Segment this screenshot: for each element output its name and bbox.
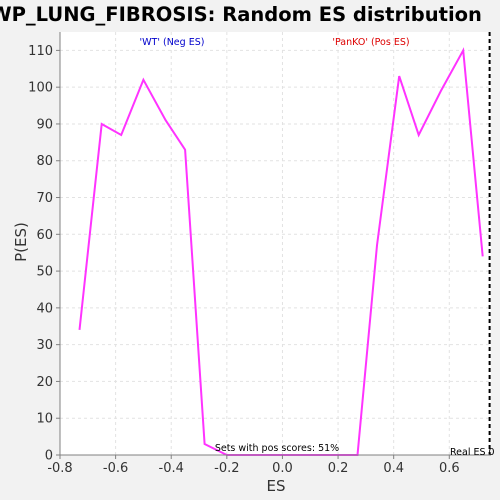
labels-layer: WP_LUNG_FIBROSIS: Random ES distribution… bbox=[0, 3, 495, 495]
y-tick-label: 20 bbox=[36, 375, 53, 390]
plot-area bbox=[60, 32, 491, 455]
y-tick-label: 70 bbox=[36, 191, 53, 206]
y-tick-label: 0 bbox=[45, 449, 53, 464]
y-tick-label: 30 bbox=[36, 338, 53, 353]
y-tick-label: 10 bbox=[36, 412, 53, 427]
y-tick-label: 100 bbox=[28, 81, 53, 96]
y-tick-label: 80 bbox=[36, 154, 53, 169]
x-tick-label: 0.2 bbox=[328, 461, 349, 476]
x-tick-label: -0.8 bbox=[47, 461, 72, 476]
grid bbox=[60, 32, 491, 455]
y-tick-label: 40 bbox=[36, 301, 53, 316]
x-tick-label: -0.2 bbox=[214, 461, 239, 476]
y-tick-label: 60 bbox=[36, 228, 53, 243]
x-tick-label: 0.4 bbox=[383, 461, 404, 476]
y-tick-label: 110 bbox=[28, 44, 53, 59]
y-axis-label: P(ES) bbox=[12, 222, 30, 262]
x-tick-label: -0.4 bbox=[159, 461, 184, 476]
pos-es-label: 'PanKO' (Pos ES) bbox=[332, 37, 409, 48]
neg-es-label: 'WT' (Neg ES) bbox=[140, 37, 205, 48]
chart-title: WP_LUNG_FIBROSIS: Random ES distribution bbox=[0, 3, 482, 26]
x-tick-label: 0.6 bbox=[439, 461, 460, 476]
y-tick-label: 90 bbox=[36, 117, 53, 132]
pos-scores-annotation: Sets with pos scores: 51% bbox=[215, 443, 339, 454]
real-es-label: Real ES 0 bbox=[450, 447, 495, 458]
x-axis-label: ES bbox=[267, 477, 286, 495]
x-tick-label: -0.6 bbox=[103, 461, 128, 476]
axes: -0.8 -0.6 -0.4 -0.2 0.0 0.2 0.4 0.6 0 10 20 30 40 50 6… bbox=[28, 32, 491, 476]
x-tick-label: 0.0 bbox=[272, 461, 293, 476]
y-tick-label: 50 bbox=[36, 265, 53, 280]
